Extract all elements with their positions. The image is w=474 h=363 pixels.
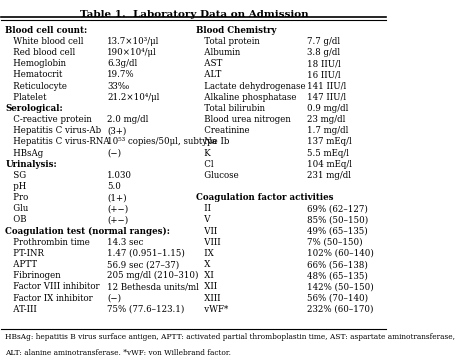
Text: 19.7%: 19.7% <box>107 70 135 79</box>
Text: 102% (60–140): 102% (60–140) <box>307 249 374 258</box>
Text: Alkaline phosphatase: Alkaline phosphatase <box>196 93 296 102</box>
Text: VII: VII <box>196 227 217 236</box>
Text: 231 mg/dl: 231 mg/dl <box>307 171 351 180</box>
Text: Urinalysis:: Urinalysis: <box>5 160 57 169</box>
Text: IX: IX <box>196 249 213 258</box>
Text: 141 IIU/l: 141 IIU/l <box>307 82 346 91</box>
Text: (+−): (+−) <box>107 216 128 224</box>
Text: SG: SG <box>5 171 27 180</box>
Text: 232% (60–170): 232% (60–170) <box>307 305 374 314</box>
Text: 33‰: 33‰ <box>107 82 129 91</box>
Text: Coagulation factor activities: Coagulation factor activities <box>196 193 333 202</box>
Text: HBsAg: hepatitis B virus surface antigen, APTT: activated partial thromboplastin: HBsAg: hepatitis B virus surface antigen… <box>5 333 455 341</box>
Text: Glu: Glu <box>5 204 28 213</box>
Text: 14.3 sec: 14.3 sec <box>107 238 144 247</box>
Text: 6.3g/dl: 6.3g/dl <box>107 59 137 68</box>
Text: Pro: Pro <box>5 193 28 202</box>
Text: Total protein: Total protein <box>196 37 259 46</box>
Text: 85% (50–150): 85% (50–150) <box>307 216 369 224</box>
Text: Serological:: Serological: <box>5 104 63 113</box>
Text: OB: OB <box>5 216 27 224</box>
Text: AT-III: AT-III <box>5 305 37 314</box>
Text: 56% (70–140): 56% (70–140) <box>307 294 368 302</box>
Text: (−): (−) <box>107 148 121 158</box>
Text: Red blood cell: Red blood cell <box>5 48 75 57</box>
Text: 147 IIU/l: 147 IIU/l <box>307 93 346 102</box>
Text: ALT: alanine aminotransferase. *vWF: von Willebrand factor.: ALT: alanine aminotransferase. *vWF: von… <box>5 349 231 357</box>
Text: 137 mEq/l: 137 mEq/l <box>307 138 352 146</box>
Text: 69% (62–127): 69% (62–127) <box>307 204 368 213</box>
Text: PT-INR: PT-INR <box>5 249 44 258</box>
Text: 23 mg/dl: 23 mg/dl <box>307 115 346 124</box>
Text: VIII: VIII <box>196 238 220 247</box>
Text: Reticulocyte: Reticulocyte <box>5 82 67 91</box>
Text: (+−): (+−) <box>107 204 128 213</box>
Text: X: X <box>196 260 210 269</box>
Text: APTT: APTT <box>5 260 37 269</box>
Text: 56.9 sec (27–37): 56.9 sec (27–37) <box>107 260 180 269</box>
Text: Factor VIII inhibitor: Factor VIII inhibitor <box>5 282 100 291</box>
Text: Coagulation test (normal ranges):: Coagulation test (normal ranges): <box>5 227 170 236</box>
Text: ALT: ALT <box>196 70 221 79</box>
Text: Total bilirubin: Total bilirubin <box>196 104 265 113</box>
Text: 18 IIU/l: 18 IIU/l <box>307 59 341 68</box>
Text: 66% (56–138): 66% (56–138) <box>307 260 368 269</box>
Text: vWF*: vWF* <box>196 305 228 314</box>
Text: AST: AST <box>196 59 222 68</box>
Text: White blood cell: White blood cell <box>5 37 84 46</box>
Text: Platelet: Platelet <box>5 93 47 102</box>
Text: Fibrinogen: Fibrinogen <box>5 271 61 280</box>
Text: Hematocrit: Hematocrit <box>5 70 63 79</box>
Text: 75% (77.6–123.1): 75% (77.6–123.1) <box>107 305 184 314</box>
Text: Albumin: Albumin <box>196 48 240 57</box>
Text: 205 mg/dl (210–310): 205 mg/dl (210–310) <box>107 271 199 280</box>
Text: C-reactive protein: C-reactive protein <box>5 115 92 124</box>
Text: Prothrombin time: Prothrombin time <box>5 238 90 247</box>
Text: 7.7 g/dl: 7.7 g/dl <box>307 37 340 46</box>
Text: (1+): (1+) <box>107 193 127 202</box>
Text: Blood Chemistry: Blood Chemistry <box>196 26 276 35</box>
Text: Hepatitis C virus-Ab: Hepatitis C virus-Ab <box>5 126 101 135</box>
Text: Blood urea nitrogen: Blood urea nitrogen <box>196 115 291 124</box>
Text: Lactate dehydrogenase: Lactate dehydrogenase <box>196 82 305 91</box>
Text: Hepatitis C virus-RNA: Hepatitis C virus-RNA <box>5 138 110 146</box>
Text: 0.9 mg/dl: 0.9 mg/dl <box>307 104 349 113</box>
Text: 190×10⁴/μl: 190×10⁴/μl <box>107 48 157 57</box>
Text: (−): (−) <box>107 294 121 302</box>
Text: K: K <box>196 148 210 158</box>
Text: 2.0 mg/dl: 2.0 mg/dl <box>107 115 149 124</box>
Text: 1.47 (0.951–1.15): 1.47 (0.951–1.15) <box>107 249 185 258</box>
Text: 5.0: 5.0 <box>107 182 121 191</box>
Text: Cl: Cl <box>196 160 213 169</box>
Text: 49% (65–135): 49% (65–135) <box>307 227 368 236</box>
Text: Glucose: Glucose <box>196 171 238 180</box>
Text: Table 1.  Laboratory Data on Admission: Table 1. Laboratory Data on Admission <box>80 11 308 19</box>
Text: 7% (50–150): 7% (50–150) <box>307 238 363 247</box>
Text: (3+): (3+) <box>107 126 127 135</box>
Text: 48% (65–135): 48% (65–135) <box>307 271 368 280</box>
Text: Creatinine: Creatinine <box>196 126 249 135</box>
Text: pH: pH <box>5 182 27 191</box>
Text: 16 IIU/l: 16 IIU/l <box>307 70 341 79</box>
Text: Na: Na <box>196 138 217 146</box>
Text: II: II <box>196 204 211 213</box>
Text: 12 Bethesda units/ml: 12 Bethesda units/ml <box>107 282 199 291</box>
Text: XIII: XIII <box>196 294 220 302</box>
Text: V: V <box>196 216 210 224</box>
Text: HBsAg: HBsAg <box>5 148 44 158</box>
Text: XII: XII <box>196 282 217 291</box>
Text: 142% (50–150): 142% (50–150) <box>307 282 374 291</box>
Text: 13.7×10³/μl: 13.7×10³/μl <box>107 37 160 46</box>
Text: 1.7 mg/dl: 1.7 mg/dl <box>307 126 349 135</box>
Text: 104 mEq/l: 104 mEq/l <box>307 160 352 169</box>
Text: Hemoglobin: Hemoglobin <box>5 59 66 68</box>
Text: 21.2×10⁴/μl: 21.2×10⁴/μl <box>107 93 160 102</box>
Text: Factor IX inhibitor: Factor IX inhibitor <box>5 294 93 302</box>
Text: Blood cell count:: Blood cell count: <box>5 26 88 35</box>
Text: 10⁵³ copies/50μl, subtype Ib: 10⁵³ copies/50μl, subtype Ib <box>107 138 229 146</box>
Text: 5.5 mEq/l: 5.5 mEq/l <box>307 148 349 158</box>
Text: XI: XI <box>196 271 213 280</box>
Text: 3.8 g/dl: 3.8 g/dl <box>307 48 340 57</box>
Text: 1.030: 1.030 <box>107 171 132 180</box>
